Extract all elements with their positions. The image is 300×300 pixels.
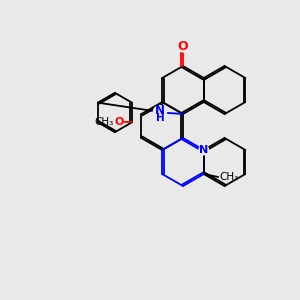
Text: CH₃: CH₃ bbox=[94, 117, 113, 127]
Circle shape bbox=[116, 118, 123, 126]
Text: H: H bbox=[155, 113, 164, 123]
Text: O: O bbox=[178, 40, 188, 53]
Text: N: N bbox=[199, 145, 208, 155]
Circle shape bbox=[153, 106, 167, 119]
Text: CH₃: CH₃ bbox=[219, 172, 238, 182]
Text: O: O bbox=[115, 117, 124, 127]
Circle shape bbox=[199, 145, 208, 155]
Text: N: N bbox=[155, 103, 165, 117]
Circle shape bbox=[177, 40, 189, 52]
